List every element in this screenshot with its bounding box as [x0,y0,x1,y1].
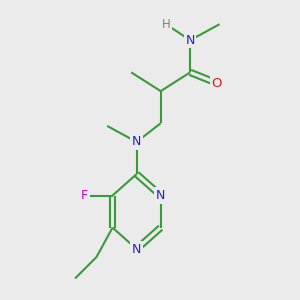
Text: N: N [132,242,141,256]
Text: O: O [212,76,222,90]
Text: N: N [132,136,141,148]
Text: N: N [185,34,195,47]
Text: F: F [81,189,88,202]
Text: H: H [162,18,170,31]
Text: N: N [156,189,165,202]
